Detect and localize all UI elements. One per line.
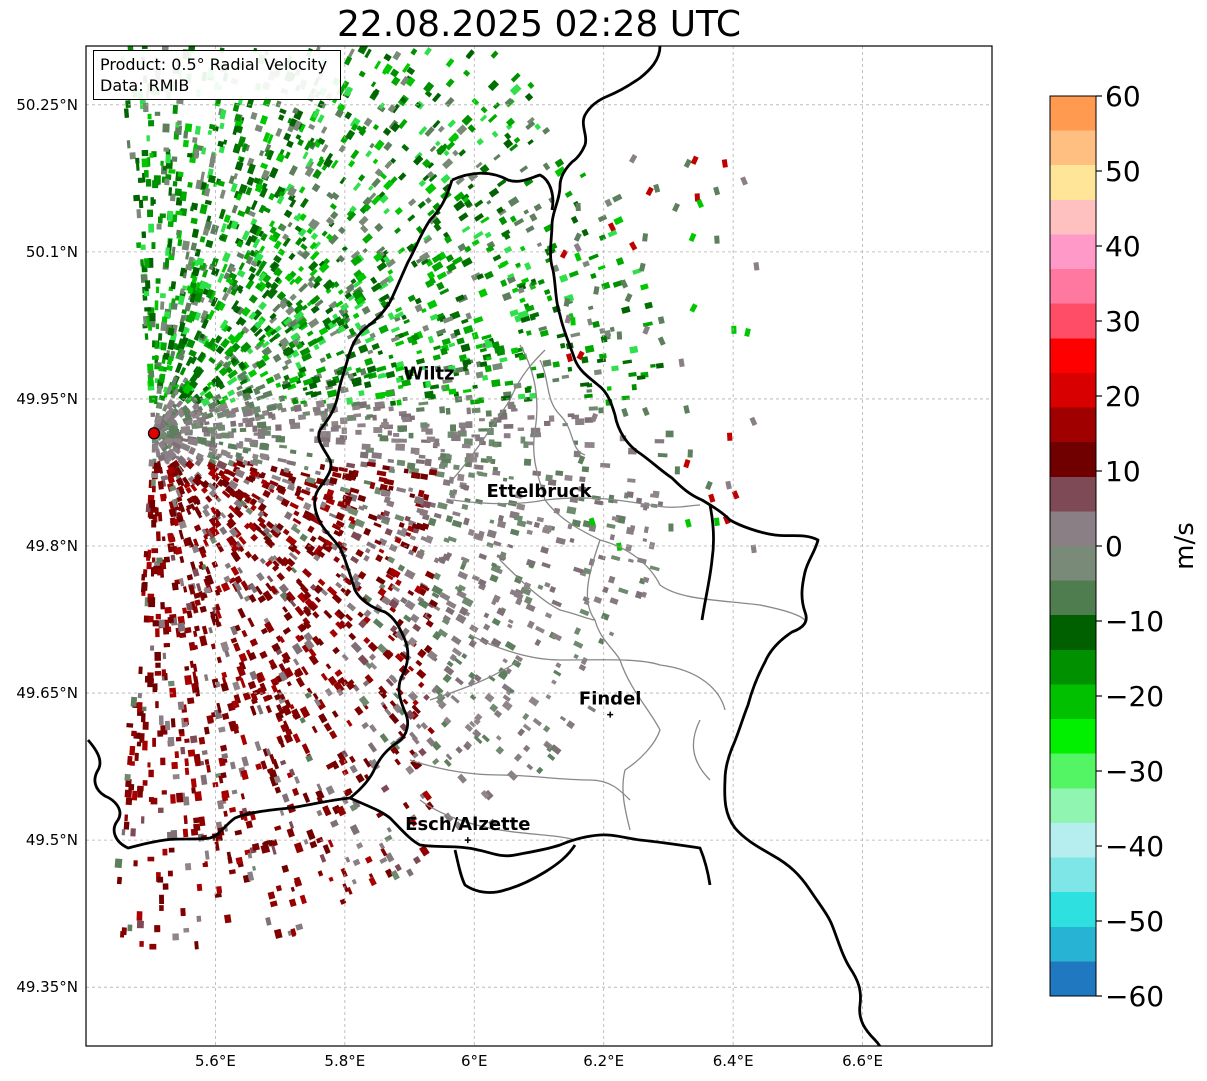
lat-tick-label: 50.1°N: [26, 243, 78, 261]
radar-site-marker: [147, 427, 161, 440]
lat-tick-label: 49.95°N: [16, 390, 78, 408]
colorbar-tick-label: −30: [1105, 755, 1164, 788]
city-label: Esch/Alzette: [405, 814, 530, 835]
colorbar-tick-label: −10: [1105, 605, 1164, 638]
lon-tick-label: 6.4°E: [713, 1052, 754, 1070]
colorbar-bar: [1049, 95, 1097, 997]
colorbar-tick-label: −50: [1105, 905, 1164, 938]
colorbar-label: m/s: [1170, 522, 1200, 570]
national-borders: [86, 46, 882, 1046]
colorbar-tick-label: 30: [1105, 305, 1141, 338]
colorbar-tick-label: 50: [1105, 155, 1141, 188]
city-labels: Wiltz Ettelbruck Findel Esch/Alzette: [403, 363, 642, 844]
colorbar-tick-label: 20: [1105, 380, 1141, 413]
colorbar-tick-label: −40: [1105, 830, 1164, 863]
longitude-axis: 5.6°E 5.8°E 6°E 6.2°E 6.4°E 6.6°E: [195, 1052, 883, 1070]
latitude-axis: 50.25°N 50.1°N 49.95°N 49.8°N 49.65°N 49.5°N 4…: [16, 96, 78, 996]
lon-tick-label: 6°E: [461, 1052, 488, 1070]
city-marker: [607, 711, 614, 718]
colorbar-tick-label: 10: [1105, 455, 1141, 488]
colorbar-tick-label: 40: [1105, 230, 1141, 263]
city-label: Findel: [579, 689, 642, 710]
colorbar-tick-label: −20: [1105, 680, 1164, 713]
colorbar-tick-label: 60: [1105, 80, 1141, 113]
lon-tick-label: 6.6°E: [842, 1052, 883, 1070]
city-label: Wiltz: [403, 363, 454, 384]
lat-tick-label: 49.5°N: [26, 831, 78, 849]
colorbar-ticks: 60 50 40 30 20 10 0 −10 −20 −30 −40 −50 −60: [1096, 80, 1164, 1013]
map-frame: [85, 45, 993, 1047]
lon-tick-label: 6.2°E: [583, 1052, 624, 1070]
lat-tick-label: 49.65°N: [16, 684, 78, 702]
city-marker: [464, 837, 471, 844]
product-info-box: Product: 0.5° Radial Velocity Data: RMIB: [93, 50, 341, 100]
data-source-text: Data: RMIB: [100, 76, 190, 95]
colorbar-tick-label: −60: [1105, 980, 1164, 1013]
city-label: Ettelbruck: [486, 481, 592, 502]
map-title: 22.08.2025 02:28 UTC: [337, 4, 741, 45]
canton-boundaries: [409, 344, 806, 841]
lat-tick-label: 49.8°N: [26, 537, 78, 555]
product-text: Product: 0.5° Radial Velocity: [100, 55, 328, 74]
map-area: Wiltz Ettelbruck Findel Esch/Alzette: [86, 46, 992, 1046]
colorbar: 60 50 40 30 20 10 0 −10 −20 −30 −40 −50 −60 m/s: [1049, 80, 1200, 1013]
lat-tick-label: 49.35°N: [16, 978, 78, 996]
colorbar-tick-label: 0: [1105, 530, 1123, 563]
lon-tick-label: 5.8°E: [324, 1052, 365, 1070]
map-gridlines: [86, 46, 992, 1046]
lon-tick-label: 5.6°E: [195, 1052, 236, 1070]
lat-tick-label: 50.25°N: [16, 96, 78, 114]
